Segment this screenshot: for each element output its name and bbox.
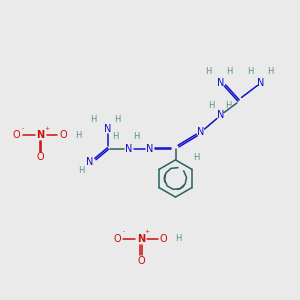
Text: O: O bbox=[137, 256, 145, 266]
Text: H: H bbox=[90, 116, 96, 124]
Text: O: O bbox=[113, 233, 121, 244]
Text: N: N bbox=[217, 77, 224, 88]
Text: O: O bbox=[37, 152, 44, 163]
Text: H: H bbox=[247, 67, 254, 76]
Text: +: + bbox=[144, 230, 150, 234]
Text: H: H bbox=[175, 234, 182, 243]
Text: N: N bbox=[146, 143, 154, 154]
Text: O: O bbox=[59, 130, 67, 140]
Text: H: H bbox=[114, 116, 120, 124]
Text: N: N bbox=[36, 130, 45, 140]
Text: H: H bbox=[112, 132, 119, 141]
Text: N: N bbox=[104, 124, 112, 134]
Text: H: H bbox=[226, 68, 233, 76]
Text: H: H bbox=[78, 166, 84, 175]
Text: H: H bbox=[133, 132, 140, 141]
Text: H: H bbox=[205, 68, 212, 76]
Text: N: N bbox=[86, 157, 94, 167]
Text: H: H bbox=[193, 153, 200, 162]
Text: H: H bbox=[75, 130, 81, 140]
Text: N: N bbox=[217, 110, 224, 121]
Text: H: H bbox=[225, 101, 231, 110]
Text: O: O bbox=[160, 233, 167, 244]
Text: N: N bbox=[197, 127, 205, 137]
Text: H: H bbox=[267, 67, 273, 76]
Text: -: - bbox=[22, 126, 24, 131]
Text: +: + bbox=[44, 126, 49, 131]
Text: N: N bbox=[125, 143, 133, 154]
Text: N: N bbox=[257, 77, 265, 88]
Text: N: N bbox=[137, 233, 145, 244]
Text: H: H bbox=[208, 101, 214, 110]
Text: O: O bbox=[13, 130, 20, 140]
Text: -: - bbox=[122, 230, 125, 234]
